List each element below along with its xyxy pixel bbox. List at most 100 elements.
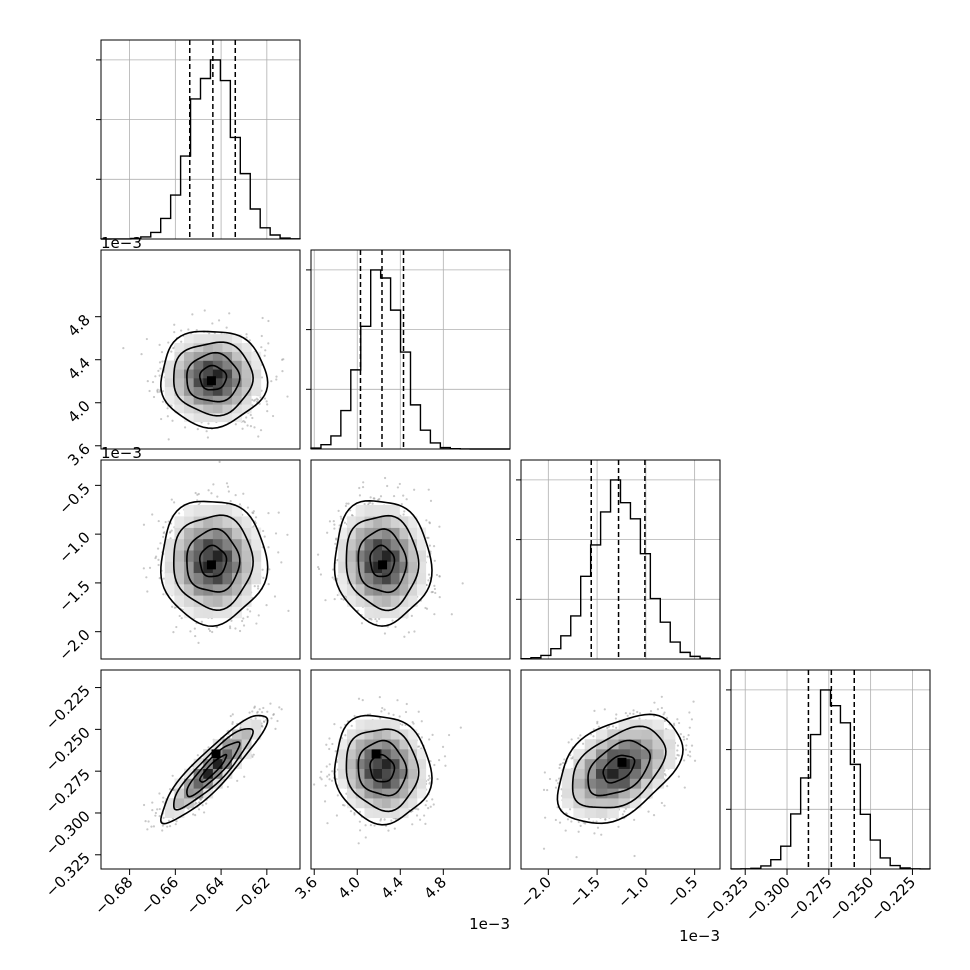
sample-point (328, 520, 332, 523)
sample-point (372, 497, 375, 500)
sample-point (164, 520, 167, 524)
sample-point (158, 577, 161, 580)
sample-point (216, 495, 219, 498)
density-cell (203, 538, 214, 551)
density-cell (373, 505, 383, 517)
density-cell (193, 584, 204, 596)
sample-point (253, 426, 256, 429)
density-cell (399, 572, 409, 585)
density-cell (251, 538, 262, 551)
density-cell (232, 386, 242, 396)
sample-point (175, 820, 178, 823)
density-cell (390, 527, 400, 540)
sample-point (264, 349, 267, 352)
density-cell (212, 606, 223, 619)
density-cell (338, 572, 348, 585)
sample-point (405, 498, 408, 501)
sample-point (427, 579, 430, 582)
sample-point (254, 516, 258, 519)
density-cell (184, 595, 194, 607)
sample-point (253, 585, 256, 588)
density-cell (232, 334, 242, 344)
density-cell (174, 386, 185, 396)
sample-point (231, 722, 234, 725)
density-cell (193, 413, 204, 423)
histogram-line (310, 269, 510, 450)
density-cell (364, 584, 374, 596)
sample-point (194, 491, 197, 495)
density-cell (193, 395, 204, 405)
sample-point (207, 746, 210, 749)
density-cell (417, 584, 427, 596)
sample-point (403, 510, 406, 513)
sample-point (340, 517, 343, 520)
sample-point (166, 415, 169, 418)
density-cell (212, 505, 223, 517)
sample-point (228, 625, 232, 628)
sample-point (335, 538, 338, 541)
density-cell (212, 572, 223, 585)
contour-line (357, 528, 408, 594)
panel-content (122, 309, 289, 441)
density-cell (364, 505, 374, 517)
density-cell (222, 404, 233, 414)
density-cell (164, 386, 175, 396)
sample-point (274, 532, 278, 535)
sample-point (392, 494, 396, 498)
sample-point (193, 627, 196, 630)
sample-point (251, 398, 254, 401)
sample-point (438, 595, 441, 599)
density-cell (203, 572, 214, 585)
axes-frame (100, 249, 301, 450)
density-cell (222, 342, 233, 353)
sample-point (435, 573, 439, 577)
scatter-panel-2-0 (100, 459, 301, 660)
density-cell (346, 527, 357, 540)
sample-point (263, 354, 266, 357)
density-cell (373, 561, 383, 574)
sample-point (425, 519, 428, 522)
sample-point (205, 430, 208, 433)
density-cell (355, 561, 365, 574)
scatter-panel-1-0 (100, 249, 301, 450)
sample-point (243, 421, 247, 424)
sample-point (195, 328, 198, 332)
sample-point (216, 625, 219, 629)
sample-point (159, 542, 162, 545)
density-cell (241, 369, 252, 379)
sample-point (234, 494, 237, 497)
sample-point (316, 553, 320, 556)
sample-point (344, 504, 347, 508)
density-cell (381, 505, 392, 517)
sample-point (238, 629, 242, 633)
density-cell (222, 413, 233, 423)
sample-point (402, 513, 405, 516)
sample-point (171, 605, 174, 608)
density-cell (232, 550, 242, 562)
sample-point (265, 400, 268, 403)
sample-point (212, 483, 215, 486)
sample-point (407, 631, 410, 634)
density-cell (417, 561, 427, 574)
sample-point (333, 598, 336, 601)
density-cell (390, 572, 400, 585)
density-cell (355, 584, 365, 596)
density-cell (390, 538, 400, 551)
density-cell (222, 527, 233, 540)
sample-point (343, 521, 346, 524)
axes-frame (100, 459, 301, 660)
sample-point (178, 614, 181, 618)
sample-point (339, 515, 342, 518)
density-cell (212, 386, 223, 396)
density-cell (212, 595, 223, 607)
density-cell (241, 378, 252, 388)
density-cell (232, 561, 242, 574)
sample-point (317, 567, 321, 571)
density-cell (184, 527, 194, 540)
density-cell (338, 538, 348, 551)
sample-point (158, 374, 161, 377)
density-cell (184, 606, 194, 619)
sample-point (211, 630, 214, 634)
sample-point (374, 617, 377, 621)
sample-point (277, 551, 280, 554)
